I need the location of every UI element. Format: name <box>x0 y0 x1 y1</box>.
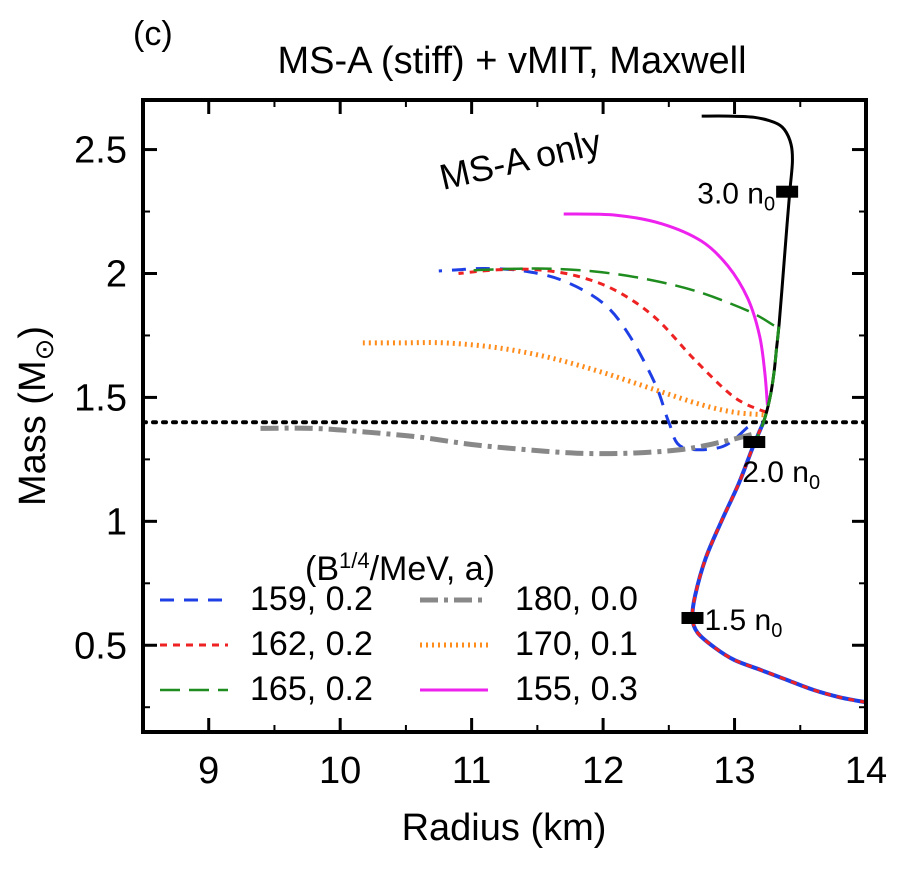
y-tick-label-3: 2 <box>106 253 127 295</box>
x-axis-label: Radius (km) <box>402 807 607 849</box>
density-marker-1 <box>743 436 766 449</box>
x-tick-label-2: 11 <box>452 750 491 792</box>
series-line-5 <box>563 212 769 405</box>
legend: (B1/4/MeV, a) 159, 0.2 162, 0.2 165, 0.2 18… <box>160 548 638 708</box>
series-line-1 <box>458 267 767 414</box>
baseline-label: MS-A only <box>436 121 605 198</box>
legend-label-0: 159, 0.2 <box>250 580 373 618</box>
legend-title: (B1/4/MeV, a) <box>305 548 495 588</box>
series-line-4 <box>359 340 764 418</box>
panel-label: (c) <box>133 15 173 53</box>
x-tick-label-4: 13 <box>713 750 755 792</box>
x-tick-label-0: 9 <box>198 750 219 792</box>
density-marker-label-2: 1.5 n0 <box>704 604 782 642</box>
density-marker-2 <box>681 611 704 624</box>
y-tick-label-1: 1 <box>106 501 127 543</box>
series-line-2 <box>465 267 775 327</box>
series-line-3 <box>254 425 753 457</box>
y-tick-label-4: 2.5 <box>74 130 127 172</box>
legend-label-4: 170, 0.1 <box>515 625 638 663</box>
legend-label-1: 162, 0.2 <box>250 625 373 663</box>
series-line-0 <box>438 266 749 452</box>
y-tick-label-0: 0.5 <box>74 625 127 667</box>
chart-title: MS-A (stiff) + vMIT, Maxwell <box>277 40 746 82</box>
density-marker-label-0: 3.0 n0 <box>697 178 775 216</box>
plot-frame <box>141 98 868 734</box>
density-marker-0 <box>776 185 799 198</box>
shared-branch-green <box>751 322 781 448</box>
x-tick-label-5: 14 <box>845 750 887 792</box>
shared-branch-red <box>690 421 866 704</box>
density-markers: 3.0 n0 2.0 n0 1.5 n0 <box>681 178 820 642</box>
y-tick-label-2: 1.5 <box>74 377 127 419</box>
y-axis-label: Mass (M⊙) <box>12 326 59 506</box>
legend-label-5: 155, 0.3 <box>515 670 638 708</box>
legend-label-2: 165, 0.2 <box>250 670 373 708</box>
legend-label-3: 180, 0.0 <box>515 580 638 618</box>
axes: 9 10 11 12 13 14 0.5 1 1.5 2 2.5 <box>74 100 887 792</box>
x-tick-label-1: 10 <box>319 750 361 792</box>
density-marker-label-1: 2.0 n0 <box>742 456 820 494</box>
x-tick-label-3: 12 <box>582 750 624 792</box>
